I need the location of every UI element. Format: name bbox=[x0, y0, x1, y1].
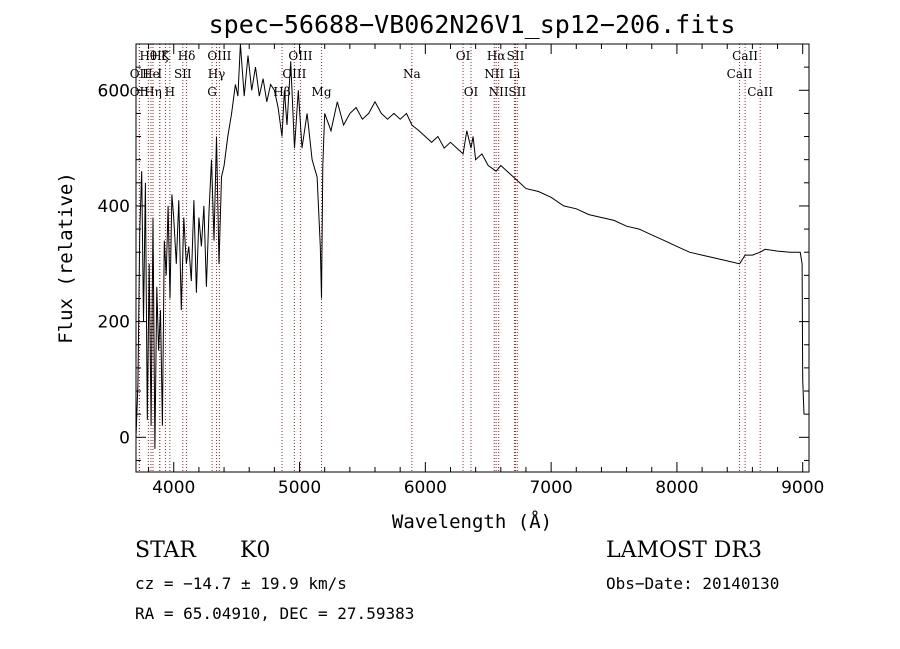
line-label-11: OIII bbox=[207, 49, 231, 63]
spectrum-line bbox=[135, 43, 805, 449]
observation-date: Obs−Date: 20140130 bbox=[606, 574, 780, 593]
coordinates-readout: RA = 65.04910, DEC = 27.59383 bbox=[135, 604, 415, 623]
x-tick-label-3: 7000 bbox=[529, 478, 572, 498]
line-label-18: Na bbox=[403, 67, 421, 81]
line-label-5: K bbox=[161, 49, 171, 63]
line-label-16: OIII bbox=[282, 67, 306, 81]
line-label-14: Hβ bbox=[273, 85, 290, 99]
x-tick-label-5: 9000 bbox=[781, 478, 824, 498]
line-label-26: SII bbox=[508, 85, 526, 99]
line-label-10: Hδ bbox=[178, 49, 196, 63]
line-label-8: H bbox=[165, 85, 175, 99]
line-label-6: Hζ bbox=[151, 49, 168, 63]
survey-name: LAMOST DR3 bbox=[606, 538, 762, 563]
x-tick-label-2: 6000 bbox=[404, 478, 447, 498]
line-label-7: I bbox=[157, 67, 162, 81]
x-tick-label-0: 4000 bbox=[152, 478, 195, 498]
line-label-1: OII bbox=[130, 67, 150, 81]
line-label-21: Hα bbox=[487, 49, 506, 63]
object-subclass: K0 bbox=[240, 538, 271, 563]
line-label-19: OI bbox=[456, 49, 471, 63]
line-label-3: He bbox=[142, 67, 160, 81]
line-label-12: Hγ bbox=[208, 67, 226, 81]
y-tick-label-3: 600 bbox=[98, 81, 130, 101]
line-label-17: Mg bbox=[312, 85, 332, 99]
line-label-28: CaII bbox=[727, 67, 753, 81]
x-axis-ticks: 4000 5000 6000 7000 8000 9000 bbox=[148, 44, 824, 498]
line-label-22: NII bbox=[484, 67, 504, 81]
line-label-23: NII bbox=[489, 85, 509, 99]
x-axis-label: Wavelength (Å) bbox=[392, 510, 552, 533]
plot-frame bbox=[135, 43, 810, 473]
line-label-2: OII bbox=[130, 85, 150, 99]
redshift-readout: cz = −14.7 ± 19.9 km/s bbox=[135, 574, 347, 593]
x-tick-label-1: 5000 bbox=[278, 478, 321, 498]
line-label-27: CaII bbox=[732, 49, 758, 63]
line-label-25: Li bbox=[508, 67, 520, 81]
y-tick-label-2: 400 bbox=[98, 197, 130, 217]
line-label-13: G bbox=[207, 85, 217, 99]
line-label-29: CaII bbox=[747, 85, 773, 99]
line-label-9: SII bbox=[174, 67, 192, 81]
line-label-4: Hη bbox=[144, 85, 162, 99]
line-label-20: OI bbox=[464, 85, 479, 99]
line-label-15: OIII bbox=[288, 49, 312, 63]
line-label-0: Hθ bbox=[139, 49, 157, 63]
y-axis-ticks: 0 200 400 600 bbox=[98, 43, 809, 461]
x-tick-label-4: 8000 bbox=[655, 478, 698, 498]
chart-title: spec−56688−VB062N26V1_sp12−206.fits bbox=[209, 10, 736, 39]
y-tick-label-1: 200 bbox=[98, 313, 130, 333]
line-label-24: SII bbox=[507, 49, 525, 63]
object-class: STAR bbox=[135, 538, 196, 563]
y-axis-label: Flux (relative) bbox=[55, 172, 77, 344]
y-tick-label-0: 0 bbox=[119, 428, 130, 448]
